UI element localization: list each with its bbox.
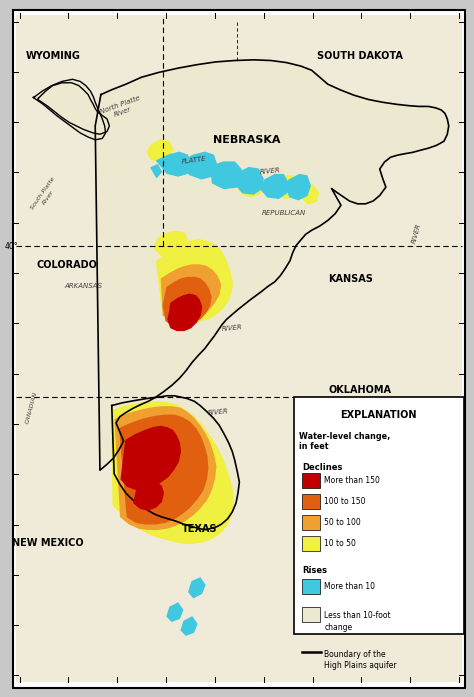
Bar [302, 515, 320, 530]
Polygon shape [155, 231, 187, 256]
Polygon shape [121, 427, 180, 489]
Polygon shape [211, 162, 243, 188]
Polygon shape [33, 79, 106, 140]
Polygon shape [156, 153, 191, 176]
Bar [302, 579, 320, 594]
Text: 50 to 100: 50 to 100 [324, 518, 361, 527]
Text: RIVER: RIVER [221, 323, 243, 332]
Text: 100 to 150: 100 to 150 [324, 497, 366, 506]
Text: NEW MEXICO: NEW MEXICO [12, 538, 84, 549]
Polygon shape [167, 603, 182, 621]
Text: 10 to 50: 10 to 50 [324, 539, 356, 548]
Text: OKLAHOMA: OKLAHOMA [328, 385, 392, 395]
Polygon shape [168, 294, 201, 330]
Bar [294, 397, 464, 634]
Text: Rises: Rises [302, 565, 327, 574]
Bar [302, 535, 320, 551]
Text: PLATTE: PLATTE [182, 156, 208, 165]
Text: South Platte
River: South Platte River [30, 176, 61, 215]
Text: NEBRASKA: NEBRASKA [213, 135, 280, 145]
Text: 40°: 40° [4, 242, 18, 251]
Polygon shape [302, 185, 318, 204]
Polygon shape [156, 240, 232, 321]
Polygon shape [273, 176, 298, 198]
Text: RIVER: RIVER [207, 408, 229, 416]
Polygon shape [147, 140, 173, 162]
Bar [302, 606, 320, 622]
Text: Less than 10-foot
change: Less than 10-foot change [324, 611, 391, 631]
Text: Water-level change,
in feet: Water-level change, in feet [300, 432, 391, 452]
Polygon shape [120, 415, 208, 523]
Text: More than 150: More than 150 [324, 476, 380, 485]
Text: KANSAS: KANSAS [328, 274, 373, 284]
Text: RIVER: RIVER [411, 223, 422, 245]
Text: COLORADO: COLORADO [36, 260, 97, 270]
Text: More than 10: More than 10 [324, 582, 375, 591]
Polygon shape [262, 174, 288, 198]
Polygon shape [151, 165, 161, 177]
Polygon shape [161, 265, 220, 321]
Text: RIVER: RIVER [259, 167, 281, 175]
Polygon shape [115, 407, 216, 529]
Text: TEXAS: TEXAS [182, 524, 217, 535]
Polygon shape [112, 402, 233, 543]
Polygon shape [134, 484, 163, 510]
Text: EXPLANATION: EXPLANATION [340, 410, 417, 420]
Text: SOUTH DAKOTA: SOUTH DAKOTA [317, 52, 403, 61]
Text: North Platte
River: North Platte River [99, 95, 143, 122]
Polygon shape [112, 396, 239, 529]
Polygon shape [287, 174, 310, 199]
Polygon shape [37, 83, 109, 135]
Polygon shape [189, 578, 205, 597]
Text: ARKANSAS: ARKANSAS [64, 283, 102, 289]
Text: Declines: Declines [302, 463, 343, 472]
Polygon shape [163, 277, 211, 326]
Polygon shape [181, 617, 197, 635]
Text: Boundary of the
High Plains aquifer: Boundary of the High Plains aquifer [324, 650, 397, 670]
Bar [302, 494, 320, 510]
Text: CANADIAN: CANADIAN [25, 391, 38, 424]
Text: WYOMING: WYOMING [25, 52, 80, 61]
Text: REPUBLICAN: REPUBLICAN [262, 210, 306, 216]
Polygon shape [180, 153, 217, 178]
Polygon shape [95, 60, 449, 470]
Polygon shape [237, 168, 263, 194]
Bar [302, 473, 320, 489]
Polygon shape [237, 171, 263, 197]
